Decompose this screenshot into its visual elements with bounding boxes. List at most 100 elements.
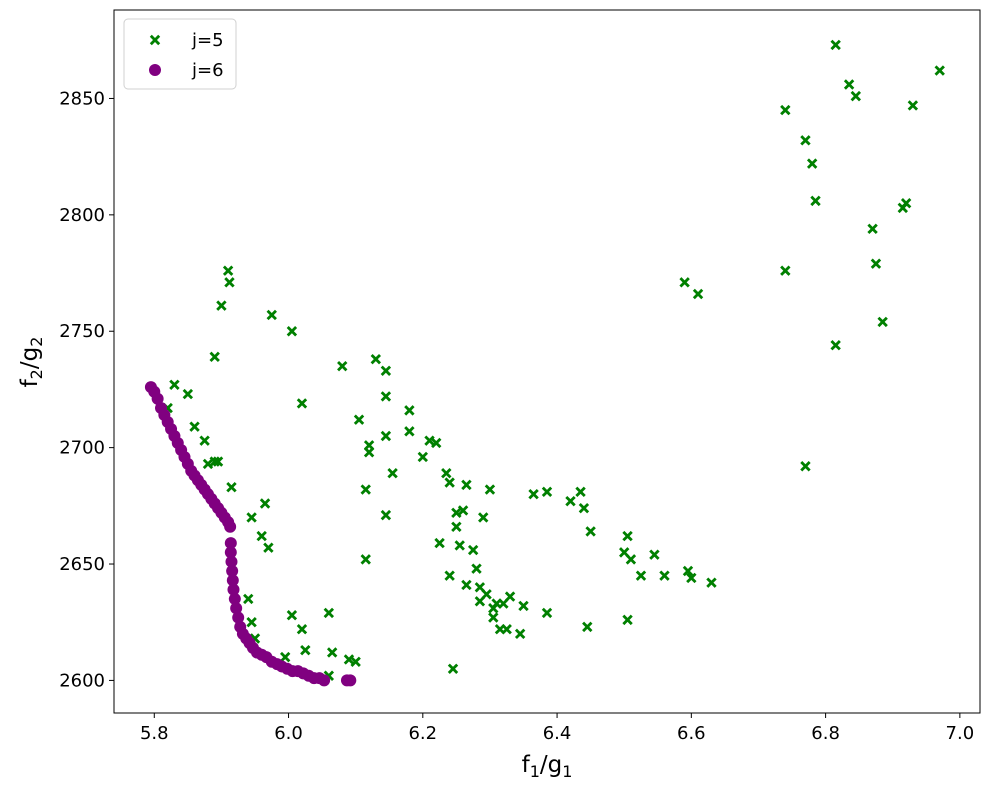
- data-point: [224, 520, 237, 533]
- data-point: [363, 447, 375, 458]
- data-point: [226, 565, 239, 578]
- data-point: [169, 379, 180, 390]
- data-point: [622, 614, 633, 626]
- data-point: [870, 258, 882, 269]
- y-axis: 2600 2650 2700 2750 2800 2850: [59, 88, 114, 691]
- data-point: [541, 486, 553, 498]
- data-point: [575, 486, 586, 498]
- y-tick-label: 2800: [59, 205, 105, 226]
- legend-label-j5: j=5: [191, 30, 224, 51]
- x-tick-label: 5.8: [140, 723, 169, 744]
- legend: j=5 j=6: [123, 18, 237, 90]
- data-point: [266, 309, 277, 321]
- data-point: [226, 574, 239, 587]
- data-point: [504, 591, 516, 602]
- data-point: [625, 554, 637, 565]
- data-point: [380, 391, 392, 402]
- data-point: [360, 554, 371, 565]
- y-tick-label: 2650: [59, 554, 105, 575]
- series-j5: [162, 39, 945, 681]
- data-point: [286, 326, 298, 337]
- data-point: [635, 570, 647, 581]
- data-point: [900, 198, 912, 209]
- y-axis-label: f2/g2: [17, 337, 46, 388]
- x-tick-label: 6.8: [811, 723, 840, 744]
- data-point: [622, 530, 633, 542]
- data-point: [471, 563, 482, 574]
- data-point: [360, 484, 371, 495]
- data-point: [800, 461, 811, 472]
- data-point: [692, 288, 704, 300]
- data-point: [246, 617, 257, 628]
- data-point: [216, 300, 227, 311]
- data-point: [830, 39, 841, 51]
- data-point: [850, 90, 862, 102]
- data-point: [256, 530, 267, 542]
- data-point: [679, 277, 690, 288]
- data-point: [484, 484, 496, 495]
- data-point: [380, 365, 392, 377]
- data-point: [461, 579, 472, 591]
- data-point: [151, 392, 164, 405]
- data-point: [263, 542, 274, 553]
- data-point: [246, 512, 257, 523]
- data-point: [488, 612, 499, 623]
- legend-label-j6: j=6: [191, 60, 224, 81]
- data-point: [227, 583, 240, 596]
- data-point: [434, 537, 445, 549]
- data-point: [224, 537, 237, 550]
- data-point: [182, 388, 194, 400]
- data-point: [582, 621, 593, 633]
- x-axis-label: f1/g1: [522, 752, 573, 781]
- data-point: [578, 502, 590, 514]
- data-point: [370, 353, 382, 365]
- data-point: [404, 405, 415, 416]
- data-point: [800, 135, 811, 146]
- data-point: [565, 495, 576, 507]
- data-point: [199, 435, 210, 446]
- x-tick-label: 6.4: [543, 723, 572, 744]
- data-point: [481, 589, 492, 600]
- data-point: [843, 79, 855, 90]
- data-point: [417, 451, 429, 463]
- data-point: [478, 512, 489, 523]
- series-j6: [144, 381, 357, 687]
- data-point: [259, 498, 271, 509]
- data-point: [243, 593, 254, 605]
- data-point: [934, 65, 945, 76]
- data-point: [380, 509, 392, 521]
- data-point: [222, 265, 234, 276]
- data-point: [444, 570, 455, 581]
- data-point: [230, 602, 243, 615]
- y-tick-label: 2700: [59, 438, 105, 459]
- data-point: [780, 265, 791, 276]
- data-point: [659, 570, 670, 581]
- data-point: [226, 482, 237, 493]
- data-point: [706, 577, 717, 588]
- x-tick-label: 6.2: [408, 723, 437, 744]
- data-point: [451, 521, 462, 532]
- x-tick-label: 6.6: [677, 723, 706, 744]
- data-point: [454, 540, 465, 551]
- data-point: [518, 600, 529, 612]
- data-point: [326, 647, 338, 658]
- x-tick-label: 7.0: [946, 723, 975, 744]
- data-point: [461, 479, 472, 491]
- data-point: [441, 468, 452, 479]
- data-point: [209, 351, 220, 363]
- data-point: [444, 477, 455, 488]
- data-point: [447, 663, 459, 674]
- data-point: [830, 340, 841, 351]
- data-point: [387, 468, 398, 479]
- data-point: [780, 104, 791, 116]
- data-point: [189, 421, 200, 432]
- data-point: [810, 195, 821, 207]
- data-point: [514, 628, 526, 640]
- data-point: [867, 223, 878, 235]
- data-point: [501, 623, 512, 635]
- data-point: [344, 674, 357, 687]
- y-tick-label: 2750: [59, 321, 105, 342]
- y-tick-label: 2600: [59, 670, 105, 691]
- axes-frame: [113, 9, 981, 714]
- data-point: [318, 674, 331, 687]
